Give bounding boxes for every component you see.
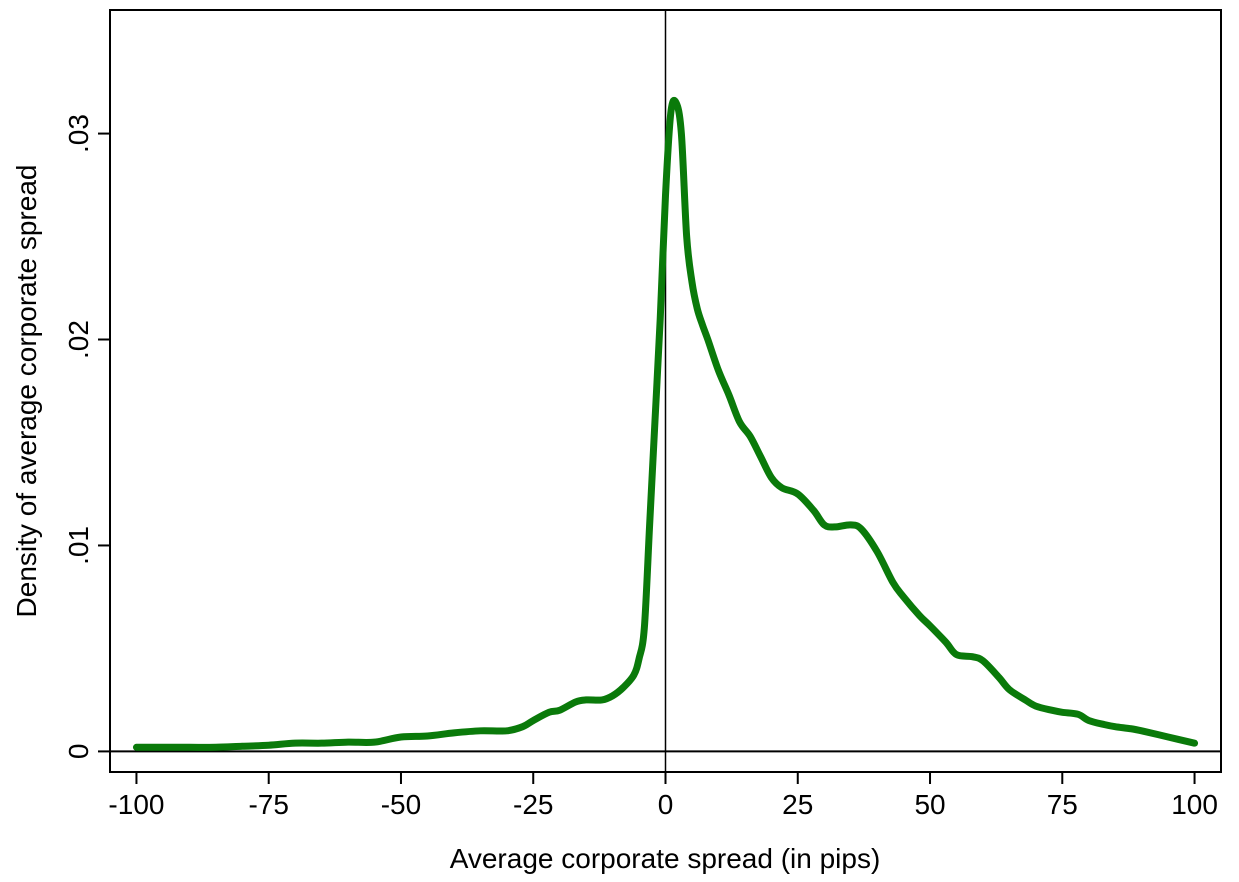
data-point — [691, 281, 692, 282]
data-point — [813, 510, 814, 511]
data-point — [400, 736, 401, 737]
data-point — [215, 747, 216, 748]
data-point — [649, 524, 650, 525]
data-point — [1194, 743, 1195, 744]
data-point — [162, 747, 163, 748]
data-point — [972, 656, 973, 657]
data-point — [877, 551, 878, 552]
data-point — [559, 710, 560, 711]
x-axis-ticks: -100 -75 -50 -25 0 25 50 75 100 — [108, 772, 1218, 820]
data-point — [956, 654, 957, 655]
data-point — [676, 102, 677, 103]
data-point — [834, 526, 835, 527]
data-point — [427, 735, 428, 736]
y-axis-title: Density of average corporate spread — [11, 165, 42, 618]
data-point — [1078, 714, 1079, 715]
data-point — [686, 236, 687, 237]
y-axis-ticks: 0 .01 .02 .03 — [63, 114, 110, 759]
series-group — [132, 96, 1199, 751]
data-point — [670, 112, 671, 113]
x-tick-label: 0 — [658, 789, 674, 820]
data-point — [660, 318, 661, 319]
x-tick-label: -50 — [381, 789, 421, 820]
data-point — [697, 308, 698, 309]
data-point — [850, 524, 851, 525]
data-point — [480, 730, 481, 731]
data-point — [374, 742, 375, 743]
data-point — [930, 625, 931, 626]
data-point — [892, 582, 893, 583]
data-point — [728, 395, 729, 396]
data-point — [919, 615, 920, 616]
data-point — [136, 747, 137, 748]
y-tick-label: .02 — [63, 320, 94, 359]
data-point — [903, 596, 904, 597]
data-point — [750, 436, 751, 437]
data-point — [1088, 720, 1089, 721]
x-tick-label: 100 — [1171, 789, 1218, 820]
data-point — [654, 421, 655, 422]
data-point — [533, 720, 534, 721]
data-point — [781, 487, 782, 488]
density-line-series-0 — [132, 96, 1199, 751]
data-point — [189, 747, 190, 748]
data-point — [549, 712, 550, 713]
data-point — [760, 456, 761, 457]
y-tick-label: .03 — [63, 114, 94, 153]
data-point — [665, 195, 666, 196]
x-tick-label: -25 — [513, 789, 553, 820]
data-point — [707, 339, 708, 340]
data-point — [771, 477, 772, 478]
data-point — [321, 743, 322, 744]
data-point — [1025, 699, 1026, 700]
x-tick-label: -100 — [108, 789, 164, 820]
data-point — [739, 421, 740, 422]
x-tick-label: 75 — [1047, 789, 1078, 820]
y-tick-label: 0 — [63, 744, 94, 760]
data-point — [522, 726, 523, 727]
data-point — [1062, 712, 1063, 713]
data-point — [1115, 726, 1116, 727]
data-point — [506, 730, 507, 731]
data-point — [1131, 728, 1132, 729]
data-point — [861, 528, 862, 529]
x-tick-label: 50 — [914, 789, 945, 820]
data-point — [702, 325, 703, 326]
data-point — [681, 133, 682, 134]
data-point — [295, 743, 296, 744]
data-point — [1009, 689, 1010, 690]
x-tick-label: -75 — [248, 789, 288, 820]
data-point — [586, 699, 587, 700]
data-point — [633, 675, 634, 676]
data-point — [824, 524, 825, 525]
data-point — [982, 660, 983, 661]
data-point — [453, 732, 454, 733]
data-point — [1035, 706, 1036, 707]
data-point — [718, 370, 719, 371]
data-point — [1168, 736, 1169, 737]
data-point — [348, 742, 349, 743]
data-point — [644, 627, 645, 628]
data-point — [639, 658, 640, 659]
x-axis-title: Average corporate spread (in pips) — [450, 843, 881, 874]
data-point — [1104, 724, 1105, 725]
data-point — [575, 701, 576, 702]
y-tick-label: .01 — [63, 526, 94, 565]
data-point — [998, 677, 999, 678]
data-point — [242, 746, 243, 747]
data-point — [797, 493, 798, 494]
data-point — [612, 695, 613, 696]
data-point — [945, 642, 946, 643]
data-point — [268, 745, 269, 746]
data-point — [1141, 730, 1142, 731]
data-point — [623, 687, 624, 688]
data-point — [602, 699, 603, 700]
data-point — [1051, 710, 1052, 711]
x-tick-label: 25 — [782, 789, 813, 820]
